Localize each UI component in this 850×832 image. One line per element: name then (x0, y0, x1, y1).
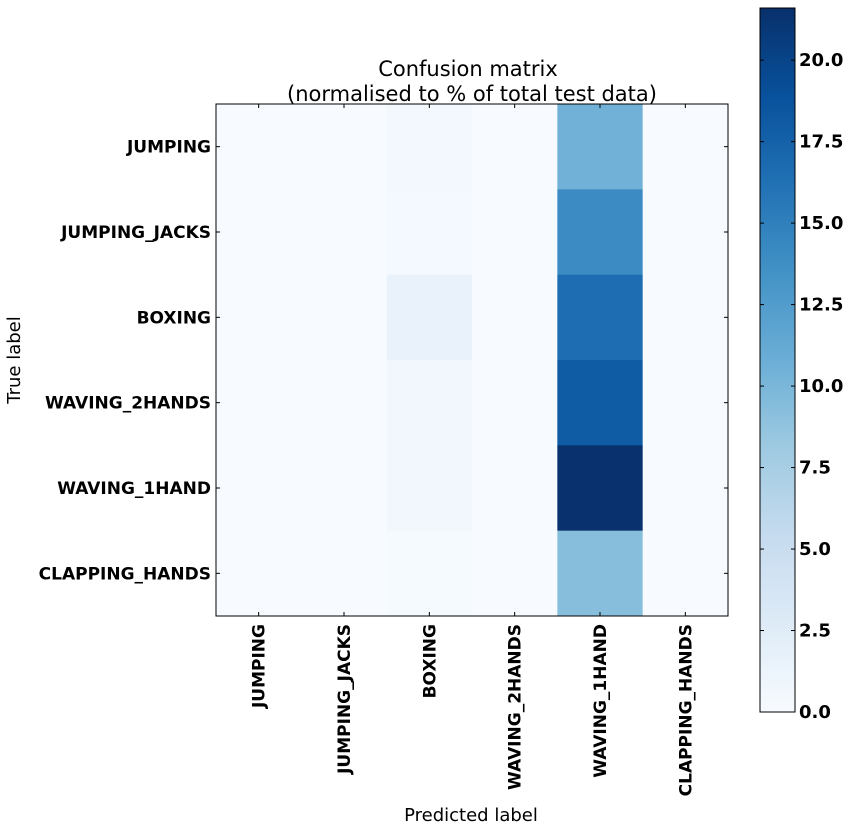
heatmap-cell-jumping-clapping_hands (642, 104, 729, 190)
heatmap-cell-boxing-jumping (216, 274, 302, 361)
colorbar-tick-label: 17.5 (799, 132, 843, 153)
heatmap-cell-waving_1hand-waving_2hands (472, 445, 558, 532)
y-tick-label-boxing: BOXING (137, 308, 211, 328)
colorbar (759, 7, 796, 713)
heatmap-cell-waving_1hand-boxing (386, 445, 473, 532)
heatmap-cell-clapping_hands-waving_2hands (472, 530, 558, 617)
chart-title-line-2: (normalised to % of total test data) (287, 82, 657, 106)
y-tick-label-jumping: JUMPING (126, 138, 211, 158)
heatmap-cell-clapping_hands-waving_1hand (557, 530, 644, 617)
heatmap-cell-jumping_jacks-jumping_jacks (301, 189, 388, 276)
heatmap-cell-jumping-boxing (386, 104, 473, 190)
y-tick-label-waving_2hands: WAVING_2HANDS (45, 394, 211, 414)
x-tick-label-jumping: JUMPING (250, 624, 270, 709)
heatmap-cell-waving_2hands-boxing (386, 360, 473, 446)
heatmap-cell-jumping-jumping_jacks (301, 104, 388, 190)
heatmap-cell-boxing-jumping_jacks (301, 274, 388, 361)
x-tick-label-boxing: BOXING (420, 624, 440, 698)
heatmap-cell-clapping_hands-jumping_jacks (301, 530, 388, 617)
x-tick-labels: JUMPING JUMPING_JACKS BOXING WAVING_2HANDS W… (250, 624, 697, 796)
axis-ticks (216, 104, 728, 616)
heatmap-cell-jumping-waving_1hand (557, 104, 644, 190)
chart-title-line-1: Confusion matrix (378, 57, 558, 81)
colorbar-tick-label: 2.5 (799, 621, 831, 642)
heatmap-cell-jumping_jacks-jumping (216, 189, 302, 276)
heatmap-cell-jumping_jacks-clapping_hands (642, 189, 729, 276)
heatmap-cell-waving_1hand-jumping (216, 445, 302, 532)
heatmap-cell-boxing-clapping_hands (642, 274, 729, 361)
y-axis-label: True label (4, 316, 25, 405)
plot-frame (215, 103, 729, 617)
heatmap-cell-clapping_hands-boxing (386, 530, 473, 617)
heatmap-cell-jumping_jacks-boxing (386, 189, 473, 276)
heatmap-cell-boxing-boxing (386, 274, 473, 361)
heatmap-cell-jumping-jumping (216, 104, 302, 190)
x-tick-label-waving_2hands: WAVING_2HANDS (506, 624, 526, 790)
x-tick-label-clapping_hands: CLAPPING_HANDS (676, 624, 696, 796)
heatmap-cell-clapping_hands-jumping (216, 530, 302, 617)
colorbar-tick-label: 7.5 (799, 458, 831, 479)
heatmap-cell-clapping_hands-clapping_hands (642, 530, 729, 617)
heatmap-cell-waving_2hands-waving_1hand (557, 360, 644, 446)
heatmap-cell-waving_1hand-jumping_jacks (301, 445, 388, 532)
colorbar-tick-label: 12.5 (799, 295, 843, 316)
heatmap-cell-jumping_jacks-waving_1hand (557, 189, 644, 276)
y-tick-label-waving_1hand: WAVING_1HAND (57, 479, 211, 499)
x-tick-label-jumping_jacks: JUMPING_JACKS (335, 624, 355, 775)
y-tick-label-clapping_hands: CLAPPING_HANDS (39, 564, 211, 584)
heatmap-cells (216, 104, 729, 617)
colorbar-tick-label: 5.0 (799, 539, 831, 560)
x-tick-label-waving_1hand: WAVING_1HAND (591, 624, 611, 778)
y-tick-label-jumping_jacks: JUMPING_JACKS (60, 223, 211, 243)
heatmap-cell-jumping_jacks-waving_2hands (472, 189, 558, 276)
heatmap-cell-boxing-waving_2hands (472, 274, 558, 361)
colorbar-tick-label: 0.0 (799, 702, 831, 723)
x-axis-label: Predicted label (404, 805, 538, 826)
heatmap-cell-waving_2hands-clapping_hands (642, 360, 729, 446)
colorbar-tick-label: 15.0 (799, 213, 843, 234)
heatmap-cell-boxing-waving_1hand (557, 274, 644, 361)
colorbar-ticks: 0.0 2.5 5.0 7.5 10.0 12.5 15.0 17.5 20.0 (760, 50, 843, 723)
heatmap-cell-waving_2hands-waving_2hands (472, 360, 558, 446)
heatmap-cell-waving_1hand-waving_1hand (557, 445, 644, 532)
heatmap-cell-waving_1hand-clapping_hands (642, 445, 729, 532)
heatmap-cell-jumping-waving_2hands (472, 104, 558, 190)
heatmap-cell-waving_2hands-jumping_jacks (301, 360, 388, 446)
colorbar-tick-label: 10.0 (799, 376, 843, 397)
colorbar-tick-label: 20.0 (799, 50, 843, 71)
heatmap-cell-waving_2hands-jumping (216, 360, 302, 446)
y-tick-labels: JUMPING JUMPING_JACKS BOXING WAVING_2HANDS W… (39, 138, 211, 585)
